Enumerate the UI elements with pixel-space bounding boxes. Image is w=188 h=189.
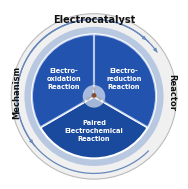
Circle shape: [82, 100, 85, 103]
Text: Paired
Electrochemical
Reaction: Paired Electrochemical Reaction: [65, 120, 123, 142]
Circle shape: [86, 97, 89, 101]
Text: Electro-
oxidation
Reaction: Electro- oxidation Reaction: [47, 68, 81, 90]
Text: Reactor: Reactor: [167, 74, 176, 111]
Text: Electrocatalyst: Electrocatalyst: [53, 15, 135, 25]
Circle shape: [99, 97, 102, 101]
Text: Electro-
reduction
Reaction: Electro- reduction Reaction: [106, 68, 142, 90]
Text: Mechanism: Mechanism: [12, 66, 21, 119]
Circle shape: [92, 87, 96, 90]
Wedge shape: [40, 96, 148, 158]
Circle shape: [103, 100, 106, 103]
Circle shape: [11, 14, 177, 179]
Wedge shape: [32, 34, 94, 127]
Circle shape: [92, 82, 96, 85]
Wedge shape: [94, 34, 156, 127]
Circle shape: [24, 27, 164, 166]
Circle shape: [83, 85, 105, 108]
Circle shape: [92, 93, 96, 98]
Wedge shape: [94, 34, 156, 127]
Wedge shape: [32, 34, 94, 127]
